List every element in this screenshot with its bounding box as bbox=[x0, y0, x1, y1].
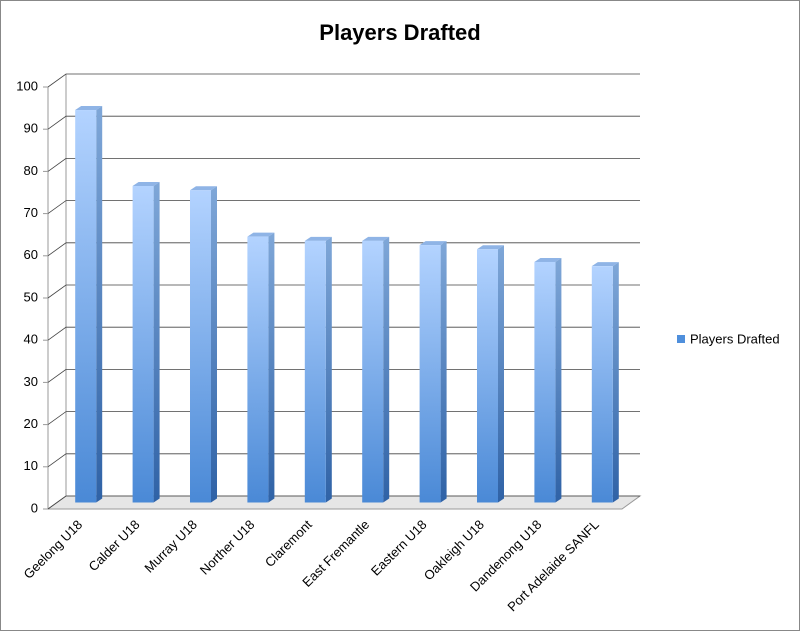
bar-side bbox=[612, 262, 619, 503]
bar-top bbox=[591, 262, 619, 267]
bar bbox=[304, 240, 326, 503]
bar-top bbox=[419, 241, 447, 246]
grid-line bbox=[47, 495, 640, 510]
y-tick-label: 30 bbox=[24, 374, 38, 389]
legend-swatch bbox=[677, 335, 685, 343]
bar bbox=[362, 240, 384, 503]
grid-line bbox=[47, 73, 640, 88]
y-tick-label: 50 bbox=[24, 289, 38, 304]
legend-label: Players Drafted bbox=[690, 331, 780, 346]
y-tick-label: 20 bbox=[24, 416, 38, 431]
bar-top bbox=[190, 186, 217, 191]
bar-top bbox=[477, 245, 504, 250]
bar bbox=[477, 249, 498, 503]
grid-line bbox=[47, 453, 640, 468]
y-tick-label: 70 bbox=[24, 205, 38, 220]
bar-side bbox=[325, 236, 332, 503]
bar bbox=[419, 245, 441, 503]
y-tick-label: 90 bbox=[24, 121, 38, 136]
bar-top bbox=[132, 182, 160, 186]
y-tick-label: 100 bbox=[16, 78, 38, 93]
y-tick-label: 0 bbox=[31, 500, 38, 515]
grid-line bbox=[47, 242, 640, 257]
y-tick-label: 60 bbox=[24, 247, 38, 262]
bar-top bbox=[534, 257, 562, 262]
bar bbox=[534, 261, 556, 503]
y-tick-label: 40 bbox=[24, 332, 38, 347]
grid-line bbox=[47, 368, 640, 383]
y-tick-label: 10 bbox=[24, 458, 38, 473]
grid-line bbox=[47, 115, 640, 130]
grid-line bbox=[47, 326, 640, 341]
chart-title: Players Drafted bbox=[319, 20, 480, 45]
bar bbox=[247, 236, 269, 503]
bar-side bbox=[211, 186, 217, 503]
bar bbox=[132, 186, 154, 503]
bar-top bbox=[247, 232, 275, 237]
bar bbox=[75, 110, 97, 503]
bar-side bbox=[268, 232, 275, 503]
bar-side bbox=[96, 106, 103, 503]
grid-line bbox=[47, 284, 640, 299]
bar bbox=[591, 266, 613, 503]
grid-line bbox=[47, 157, 640, 172]
bar-side bbox=[440, 241, 447, 503]
bar-top bbox=[304, 236, 332, 241]
bar-side bbox=[555, 257, 562, 503]
y-tick-label: 80 bbox=[24, 163, 38, 178]
bar bbox=[190, 190, 211, 503]
bar-top bbox=[75, 106, 103, 111]
bar-side bbox=[498, 245, 504, 503]
bar-side bbox=[153, 182, 160, 503]
grid-line bbox=[47, 200, 640, 214]
bar-side bbox=[383, 236, 390, 503]
grid-line bbox=[47, 411, 640, 425]
bar-top bbox=[362, 236, 390, 241]
